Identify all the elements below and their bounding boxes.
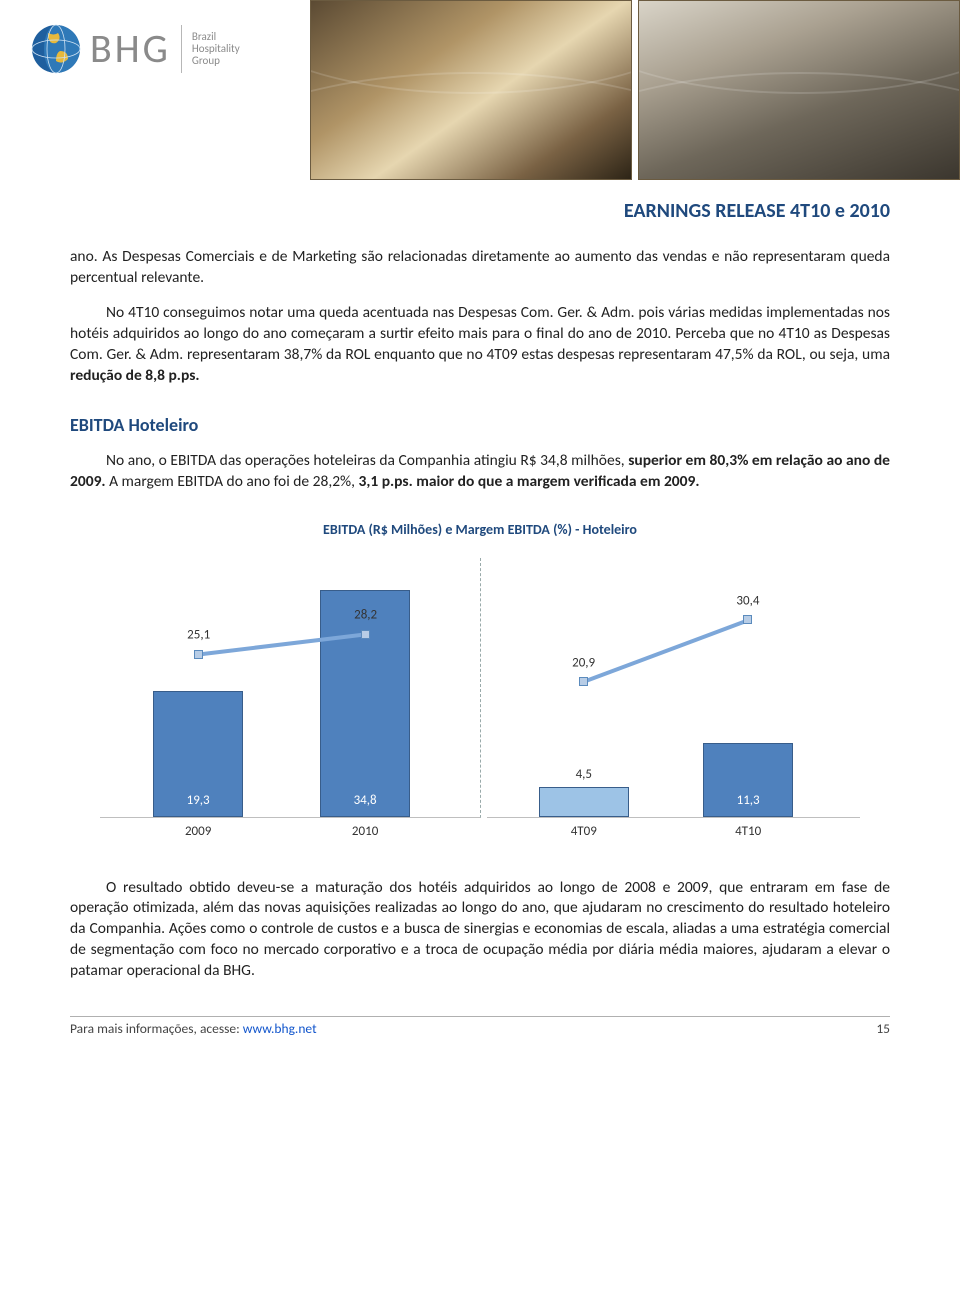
chart-bar: 34,82010 xyxy=(320,590,410,816)
chart-bar-value: 4,5 xyxy=(539,766,629,784)
chart-x-label: 4T10 xyxy=(703,817,793,841)
page-number: 15 xyxy=(876,1020,890,1038)
section-heading-ebitda: EBITDA Hoteleiro xyxy=(70,413,890,437)
chart-bar-rect xyxy=(539,787,629,816)
chart-line-value: 20,9 xyxy=(572,654,595,672)
paragraph-4: O resultado obtido deveu-se a maturação … xyxy=(70,878,890,983)
chart-line-marker xyxy=(194,650,203,659)
body-text: ano. As Despesas Comerciais e de Marketi… xyxy=(70,247,890,493)
paragraph-3: No ano, o EBITDA das operações hoteleira… xyxy=(70,451,890,493)
chart-pane-quarterly: 4,54T09 11,34T10 20,9 30,4 xyxy=(487,558,861,818)
chart-bar: 4,54T09 xyxy=(539,787,629,816)
chart-title: EBITDA (R$ Milhões) e Margem EBITDA (%) … xyxy=(70,521,890,540)
chart-line-marker xyxy=(579,677,588,686)
chart-line-marker xyxy=(361,630,370,639)
body-text-after-chart: O resultado obtido deveu-se a maturação … xyxy=(70,878,890,983)
footer-lead: Para mais informações, acesse: xyxy=(70,1020,243,1037)
chart-x-label: 4T09 xyxy=(539,817,629,841)
chart-x-label: 2009 xyxy=(153,817,243,841)
header-photo-1 xyxy=(310,0,632,180)
logo-main-text: BHG xyxy=(90,22,171,76)
ebitda-chart: 19,3200934,8201025,128,24,54T0911,34T102… xyxy=(100,558,860,838)
chart-bar-rect: 19,3 xyxy=(153,691,243,816)
chart-line-value: 28,2 xyxy=(354,607,377,625)
footer-link[interactable]: www.bhg.net xyxy=(243,1020,317,1037)
chart-bar-value: 34,8 xyxy=(321,792,409,810)
chart-x-label: 2010 xyxy=(320,817,410,841)
page-footer: Para mais informações, acesse: www.bhg.n… xyxy=(70,1016,890,1038)
logo-block: BHG Brazil Hospitality Group xyxy=(0,0,310,180)
header-photo-2 xyxy=(638,0,960,180)
logo-subtitle: Brazil Hospitality Group xyxy=(192,31,240,67)
document-title: EARNINGS RELEASE 4T10 e 2010 xyxy=(70,198,890,225)
chart-bar: 19,32009 xyxy=(153,691,243,816)
chart-bar-rect: 11,3 xyxy=(703,743,793,816)
chart-line-value: 25,1 xyxy=(187,627,210,645)
chart-pane-annual: 19,32009 34,82010 25,1 28,2 xyxy=(100,558,481,818)
paragraph-2: No 4T10 conseguimos notar uma queda acen… xyxy=(70,303,890,387)
paragraph-1: ano. As Despesas Comerciais e de Marketi… xyxy=(70,247,890,289)
chart-line-marker xyxy=(743,615,752,624)
chart-bar: 11,34T10 xyxy=(703,743,793,816)
chart-bar-value: 19,3 xyxy=(154,792,242,810)
chart-bar-rect: 34,8 xyxy=(320,590,410,816)
chart-line-value: 30,4 xyxy=(736,592,759,610)
globe-icon xyxy=(30,23,82,75)
chart-bar-value: 11,3 xyxy=(704,792,792,810)
header-banner: BHG Brazil Hospitality Group xyxy=(0,0,960,180)
